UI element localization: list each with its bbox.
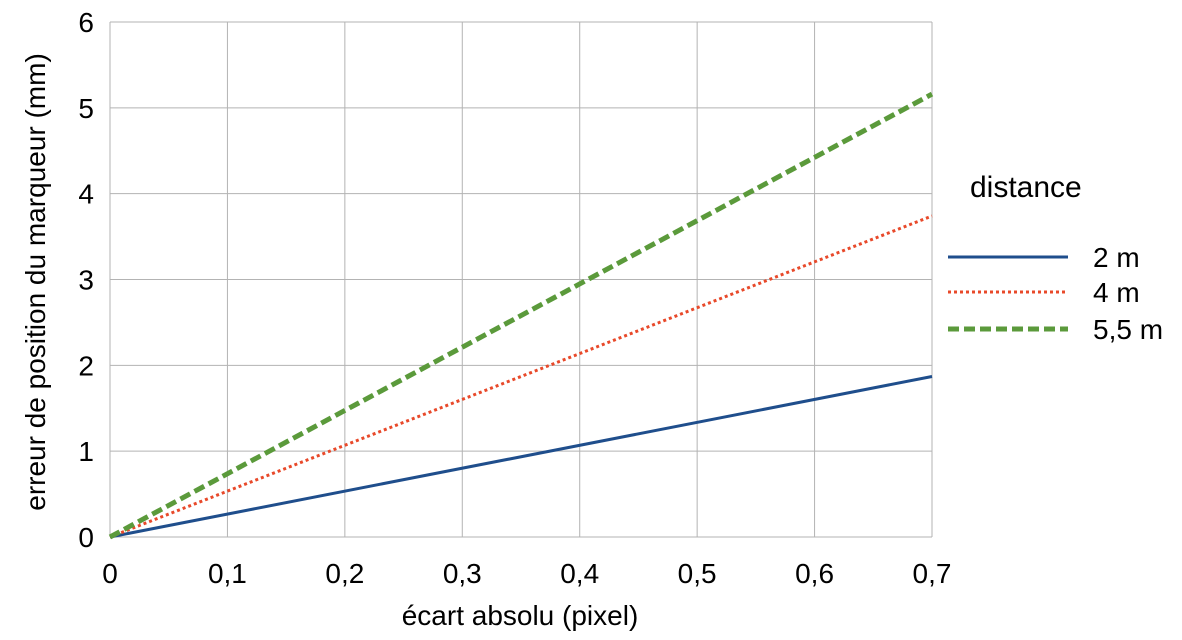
y-tick-label: 6	[78, 7, 94, 38]
series-line-2	[109, 214, 933, 539]
x-tick-label: 0,1	[208, 558, 247, 589]
x-axis-title: écart absolu (pixel)	[402, 600, 639, 631]
series-lines	[108, 91, 934, 540]
y-tick-label: 0	[78, 522, 94, 553]
legend: distance 2 m 4 m 5,5 m	[948, 171, 1163, 345]
legend-title: distance	[970, 171, 1082, 204]
x-tick-label: 0,5	[678, 558, 717, 589]
y-tick-label: 2	[78, 350, 94, 381]
x-tick-label: 0,4	[560, 558, 599, 589]
y-axis-title: erreur de position du marqueur (mm)	[20, 53, 51, 511]
series-line-1	[109, 375, 933, 539]
grid	[109, 21, 933, 538]
legend-label-1: 2 m	[1093, 242, 1140, 273]
y-tick-label: 3	[78, 265, 94, 296]
legend-label-3: 5,5 m	[1093, 314, 1163, 345]
x-tick-label: 0,7	[913, 558, 952, 589]
tick-labels: 0 1 2 3 4 5 6 0 0,1 0,2 0,3 0,4 0,5 0,6 0,7	[78, 7, 951, 589]
y-tick-label: 1	[78, 436, 94, 467]
x-tick-label: 0,6	[795, 558, 834, 589]
series-line-3	[108, 91, 934, 540]
x-tick-label: 0	[102, 558, 118, 589]
legend-items: 2 m 4 m 5,5 m	[948, 242, 1163, 345]
x-tick-label: 0,2	[325, 558, 364, 589]
legend-label-2: 4 m	[1093, 277, 1140, 308]
y-tick-label: 4	[78, 179, 94, 210]
y-tick-label: 5	[78, 93, 94, 124]
x-tick-label: 0,3	[443, 558, 482, 589]
